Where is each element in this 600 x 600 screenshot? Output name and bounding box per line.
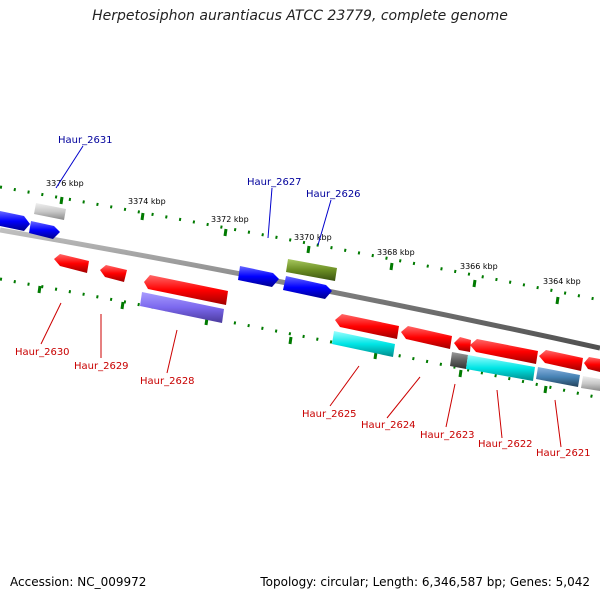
gene-block[interactable] — [401, 326, 452, 349]
gene-block[interactable] — [100, 265, 127, 282]
reverse-genes — [54, 254, 600, 391]
gene-block[interactable] — [283, 276, 332, 299]
reverse-tick-track — [0, 277, 600, 400]
gene-label-haur-2631[interactable]: Haur_2631 — [58, 135, 113, 146]
map-title: Herpetosiphon aurantiacus ATCC 23779, co… — [92, 8, 508, 24]
gene-block[interactable] — [238, 266, 279, 287]
gene-block[interactable] — [454, 337, 471, 352]
minor-tick — [37, 285, 42, 294]
major-tick — [555, 296, 560, 305]
gene-block[interactable] — [466, 355, 535, 381]
minor-tick — [288, 336, 293, 345]
gene-block[interactable] — [470, 339, 538, 364]
forward-genes — [0, 203, 337, 299]
major-tick — [306, 245, 311, 254]
forward-leader-lines — [55, 145, 332, 246]
gene-label-haur-2626[interactable]: Haur_2626 — [306, 189, 361, 200]
major-tick — [140, 212, 145, 221]
gene-block[interactable] — [286, 259, 337, 281]
major-tick — [389, 262, 394, 271]
gene-label-haur-2630[interactable]: Haur_2630 — [15, 347, 70, 358]
gene-label-haur-2628[interactable]: Haur_2628 — [140, 376, 195, 387]
scale-label: 3374 kbp — [128, 197, 166, 206]
major-tick — [223, 228, 228, 237]
gene-label-haur-2627[interactable]: Haur_2627 — [247, 177, 302, 188]
gene-block[interactable] — [450, 352, 468, 369]
gene-block[interactable] — [140, 292, 224, 323]
accession-label: Accession: NC_009972 — [10, 575, 147, 589]
gene-block[interactable] — [144, 275, 228, 305]
gene-label-haur-2625[interactable]: Haur_2625 — [302, 409, 357, 420]
scale-label: 3372 kbp — [211, 215, 249, 224]
scale-label: 3366 kbp — [460, 262, 498, 271]
gene-label-haur-2624[interactable]: Haur_2624 — [361, 420, 416, 431]
major-tick — [472, 279, 477, 288]
major-tick — [59, 196, 64, 205]
scale-label: 3376 kbp — [46, 179, 84, 188]
gene-block[interactable] — [34, 203, 66, 220]
genome-summary: Topology: circular; Length: 6,346,587 bp… — [260, 575, 590, 589]
gene-label-haur-2623[interactable]: Haur_2623 — [420, 430, 475, 441]
scale-label: 3368 kbp — [377, 248, 415, 257]
gene-block[interactable] — [29, 221, 60, 239]
gene-block[interactable] — [536, 367, 580, 387]
gene-label-haur-2622[interactable]: Haur_2622 — [478, 439, 533, 450]
gene-block[interactable] — [581, 376, 600, 391]
minor-tick — [458, 369, 463, 378]
scale-label: 3370 kbp — [294, 233, 332, 242]
gene-block[interactable] — [332, 331, 395, 357]
gene-block[interactable] — [335, 314, 399, 339]
scale-label: 3364 kbp — [543, 277, 581, 286]
gene-label-haur-2629[interactable]: Haur_2629 — [74, 361, 129, 372]
gene-label-haur-2621[interactable]: Haur_2621 — [536, 448, 591, 459]
reverse-leader-lines — [40, 302, 562, 448]
gene-block[interactable] — [584, 357, 600, 372]
minor-tick — [120, 301, 125, 310]
minor-tick — [543, 385, 548, 394]
gene-block[interactable] — [54, 254, 89, 273]
forward-tick-track — [0, 185, 600, 305]
gene-block[interactable] — [0, 211, 30, 231]
gene-block[interactable] — [539, 350, 583, 371]
